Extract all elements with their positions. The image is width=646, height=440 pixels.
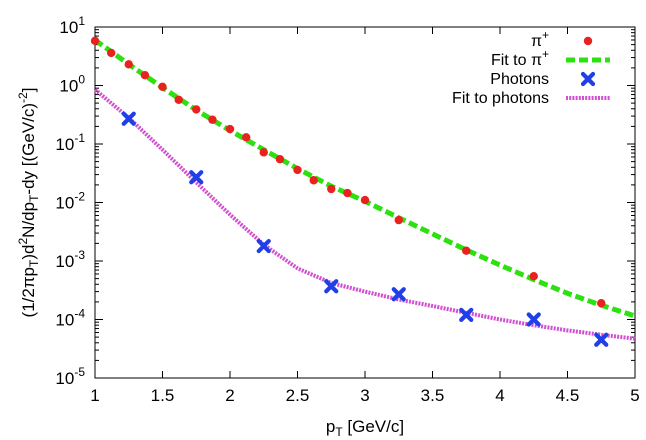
data-point <box>225 124 235 134</box>
axis-labels: pT [GeV/c] (1/2πpT)d2N/dpT-dy [(GeV/c)-2] <box>16 88 404 439</box>
data-point <box>529 271 538 281</box>
data-point <box>327 184 336 194</box>
data-point <box>189 170 204 185</box>
data-point <box>107 48 116 58</box>
point-series <box>90 36 606 308</box>
x-tick-label: 4.5 <box>556 386 580 405</box>
legend-label: Fit to π+ <box>491 47 549 69</box>
data-point <box>580 71 596 87</box>
data-point <box>391 287 406 302</box>
data-point <box>583 36 593 46</box>
data-point <box>293 165 302 175</box>
y-tick-label: 10-2 <box>55 190 85 213</box>
x-tick-label: 3 <box>360 386 369 405</box>
data-point <box>158 82 167 92</box>
data-point <box>140 70 150 80</box>
y-tick-label: 10-5 <box>55 365 85 388</box>
y-tick-label: 10-4 <box>55 307 85 330</box>
plot-series <box>90 36 636 347</box>
data-point <box>90 36 100 46</box>
data-point <box>309 176 318 185</box>
data-point <box>462 246 471 255</box>
legend-entry: π+ <box>531 28 593 50</box>
legend-entry: Photons <box>490 71 596 88</box>
data-point <box>242 133 251 142</box>
legend-label: π+ <box>531 28 549 50</box>
data-point <box>208 115 217 124</box>
y-tick-label: 10-1 <box>55 131 85 154</box>
data-point <box>256 238 271 254</box>
legend-label: Fit to photons <box>452 90 549 107</box>
data-point <box>394 215 403 225</box>
data-point <box>275 154 285 164</box>
data-point <box>594 332 609 347</box>
axis-ticks: 1 1.5 2 2.5 3 3.5 4 4.5 5 101 100 10-1 10-2 10-3 10-4 1… <box>55 14 639 405</box>
y-tick-label: 100 <box>59 73 85 96</box>
legend-entry: Fit to photons <box>452 90 610 107</box>
data-point <box>324 279 339 294</box>
x-tick-label: 5 <box>630 386 639 405</box>
y-tick-label: 10-3 <box>55 248 85 271</box>
y-tick-label: 101 <box>59 14 85 37</box>
data-point <box>343 188 352 198</box>
x-tick-label: 3.5 <box>421 386 445 405</box>
data-point <box>459 307 474 322</box>
data-point <box>174 95 183 104</box>
data-point <box>124 60 133 69</box>
x-tick-label: 1.5 <box>151 386 175 405</box>
legend: π+Fit to π+ Photons Fit to photons <box>452 28 610 107</box>
x-tick-label: 2 <box>225 386 234 405</box>
point-series <box>121 111 609 347</box>
data-point <box>526 312 541 327</box>
data-point <box>360 195 370 205</box>
legend-label: Photons <box>490 71 549 88</box>
data-point <box>597 298 606 308</box>
data-point <box>121 111 136 126</box>
y-axis-label: (1/2πpT)d2N/dpT-dy [(GeV/c)-2] <box>16 88 41 318</box>
x-tick-label: 2.5 <box>286 386 310 405</box>
legend-entry: Fit to π+ <box>491 47 610 69</box>
x-tick-label: 4 <box>495 386 504 405</box>
data-point <box>192 105 201 114</box>
fit-curve-0 <box>93 37 636 319</box>
x-axis-label: pT [GeV/c] <box>326 417 404 439</box>
data-point <box>259 148 268 157</box>
fit-curve-1 <box>93 88 636 341</box>
x-tick-label: 1 <box>90 386 99 405</box>
